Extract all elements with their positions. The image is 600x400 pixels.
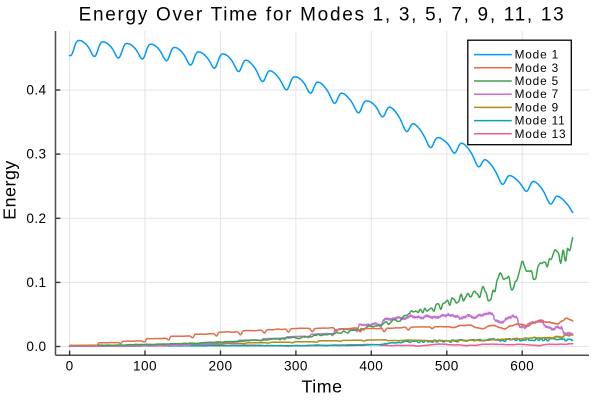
svg-text:Time: Time bbox=[301, 377, 342, 397]
svg-text:0.3: 0.3 bbox=[26, 147, 46, 162]
svg-text:100: 100 bbox=[133, 359, 157, 374]
svg-text:Mode 1: Mode 1 bbox=[515, 48, 559, 62]
svg-text:Energy Over Time for Modes 1,: Energy Over Time for Modes 1, 3, 5, 7, 9… bbox=[79, 4, 566, 25]
svg-text:0.1: 0.1 bbox=[26, 275, 46, 290]
svg-text:0.4: 0.4 bbox=[26, 83, 46, 98]
svg-text:Mode 11: Mode 11 bbox=[515, 114, 566, 128]
svg-text:Mode 13: Mode 13 bbox=[515, 127, 567, 141]
svg-text:Mode 3: Mode 3 bbox=[515, 61, 559, 75]
svg-text:400: 400 bbox=[359, 359, 383, 374]
svg-text:0.2: 0.2 bbox=[26, 211, 46, 226]
svg-text:0.0: 0.0 bbox=[26, 339, 46, 354]
svg-text:500: 500 bbox=[435, 359, 459, 374]
svg-text:Mode 9: Mode 9 bbox=[515, 100, 559, 114]
svg-text:Mode 5: Mode 5 bbox=[515, 74, 559, 88]
svg-text:Mode 7: Mode 7 bbox=[515, 87, 559, 101]
svg-text:600: 600 bbox=[510, 359, 534, 374]
svg-text:0: 0 bbox=[66, 359, 74, 374]
svg-text:300: 300 bbox=[284, 359, 308, 374]
svg-text:Energy: Energy bbox=[0, 160, 20, 220]
svg-text:200: 200 bbox=[209, 359, 233, 374]
